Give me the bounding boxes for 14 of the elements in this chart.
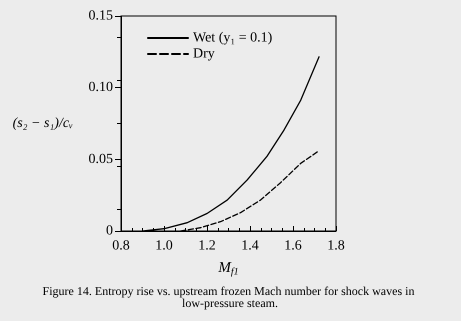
y-tick-label: 0.10 — [88, 80, 113, 96]
legend-label: Wet (y₁ = 0.1) — [193, 30, 273, 46]
y-tick-label: 0.05 — [88, 152, 113, 167]
x-tick-label: 1.2 — [198, 238, 216, 254]
x-tick-label: 1.4 — [241, 238, 259, 254]
x-tick-label: 1.0 — [155, 238, 173, 254]
caption: Figure 14. Entropy rise vs. upstream frozen Mach number for shock waves in low-pressure steam. — [42, 284, 418, 310]
y-tick-label: 0 — [106, 224, 113, 238]
x-tick-label: 1.6 — [284, 238, 302, 254]
y-tick-label: 0.15 — [88, 8, 113, 24]
x-tick-label: 1.8 — [327, 238, 345, 254]
x-tick-label: 0.8 — [112, 238, 130, 254]
y-axis-title: (s₂ − s₁)/cᵥ — [12, 116, 74, 131]
legend-label: Dry — [193, 46, 215, 62]
